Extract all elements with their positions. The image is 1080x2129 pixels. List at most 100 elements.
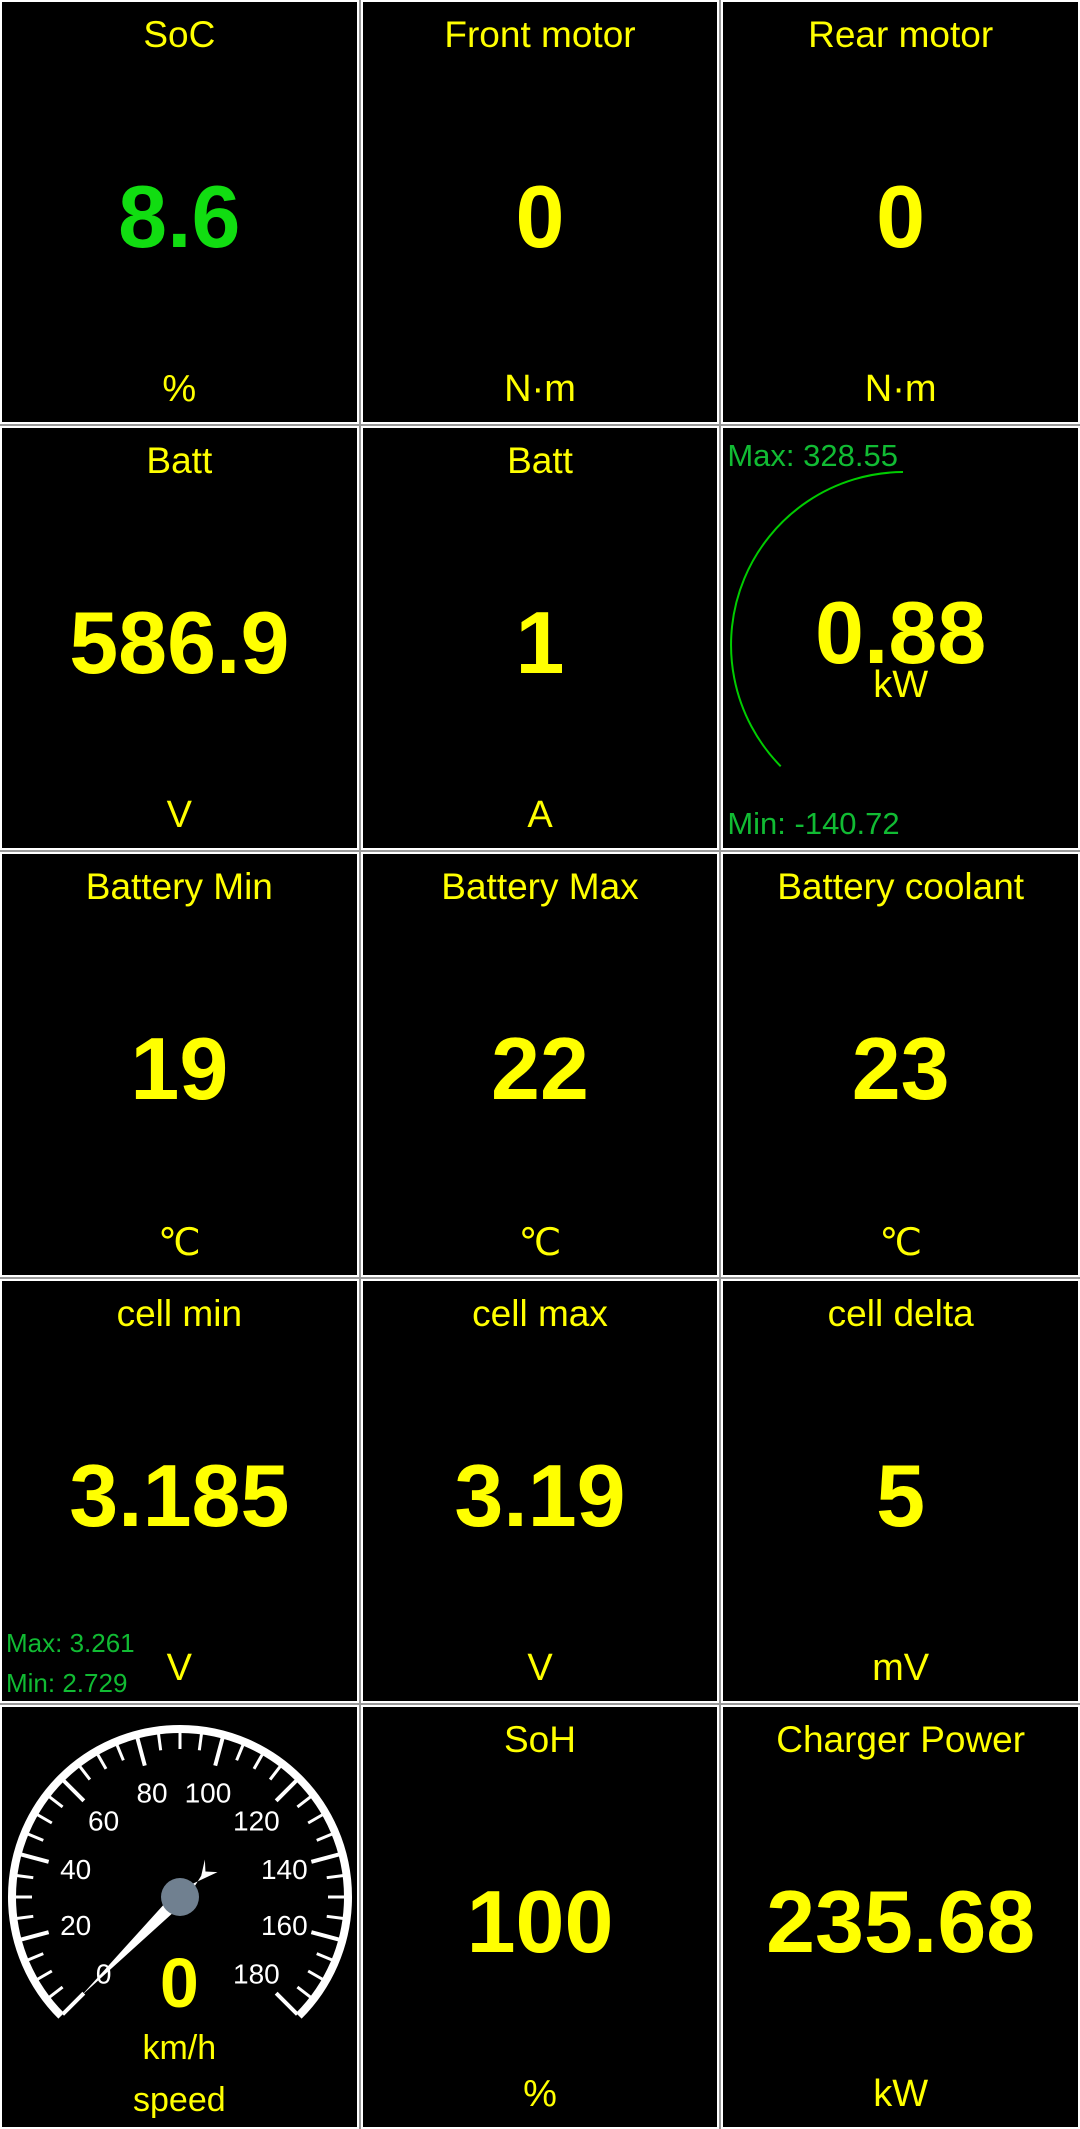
tile-title: Battery Min bbox=[85, 866, 273, 908]
tile-value: 100 bbox=[466, 1871, 614, 1971]
tile-title: Front motor bbox=[444, 14, 636, 55]
gauge-tick bbox=[252, 1752, 265, 1770]
cell-min-tile[interactable]: cell min 3.185 Max: 3.261 Min: 2.729 V bbox=[0, 1278, 359, 1703]
gauge-tick-label: 100 bbox=[185, 1777, 232, 1808]
tile-unit: ℃ bbox=[518, 1222, 562, 1265]
tile-unit: ℃ bbox=[157, 1222, 201, 1265]
charger-power-tile[interactable]: Charger Power 235.68 kW bbox=[721, 1704, 1080, 2129]
front-motor-tile[interactable]: Front motor 0 N·m bbox=[360, 0, 720, 425]
gauge-tick bbox=[296, 1985, 313, 2000]
gauge-tick bbox=[268, 1764, 283, 1781]
gauge-tick bbox=[35, 1812, 53, 1825]
tile-value: 5 bbox=[876, 1445, 926, 1545]
cell-min-min: Min: 2.729 bbox=[6, 1667, 128, 1698]
gauge-tick bbox=[77, 1764, 92, 1781]
tile-value: 3.19 bbox=[454, 1445, 626, 1545]
tile-title: cell max bbox=[472, 1292, 608, 1334]
gauge-tick bbox=[47, 1985, 64, 2000]
gauge-tick bbox=[274, 1778, 299, 1803]
gauge-tick-label: 20 bbox=[60, 1910, 91, 1941]
gauge-tick bbox=[135, 1735, 147, 1766]
speed-unit: km/h bbox=[142, 2028, 217, 2067]
gauge-tick bbox=[326, 1914, 345, 1920]
cell-delta-tile[interactable]: cell delta 5 mV bbox=[721, 1278, 1080, 1703]
speed-value: 0 bbox=[159, 1943, 199, 2022]
tile-title: Batt bbox=[146, 440, 213, 482]
gauge-tick bbox=[310, 1930, 341, 1942]
battery-max-tile[interactable]: Battery Max 22 ℃ bbox=[360, 852, 720, 1277]
power-arc bbox=[730, 471, 904, 768]
gauge-tick-label: 160 bbox=[261, 1910, 308, 1941]
tile-unit: % bbox=[162, 368, 197, 410]
gauge-tick bbox=[296, 1794, 313, 1808]
tile-value: 235.68 bbox=[766, 1871, 1036, 1971]
cell-max-tile[interactable]: cell max 3.19 V bbox=[360, 1278, 720, 1703]
tile-value: 23 bbox=[851, 1019, 950, 1119]
battery-min-tile[interactable]: Battery Min 19 ℃ bbox=[0, 852, 359, 1277]
gauge-tick bbox=[307, 1969, 325, 1982]
batt-voltage-tile[interactable]: Batt 586.9 V bbox=[0, 426, 359, 851]
power-tile[interactable]: Max: 328.55 0.88 kW Min: -140.72 bbox=[721, 426, 1080, 851]
batt-current-tile[interactable]: Batt 1 A bbox=[360, 426, 720, 851]
tile-value: 0.88 bbox=[815, 583, 987, 683]
gauge-tick bbox=[316, 1831, 334, 1842]
tile-value: 3.185 bbox=[69, 1445, 290, 1545]
tile-unit: kW bbox=[873, 2072, 929, 2115]
gauge-tick bbox=[235, 1742, 245, 1761]
gauge-tick bbox=[15, 1914, 34, 1920]
gauge-tick-label: 60 bbox=[88, 1805, 119, 1836]
gauge-tick bbox=[26, 1952, 44, 1962]
tile-value: 22 bbox=[491, 1019, 589, 1119]
tile-value: 586.9 bbox=[69, 593, 290, 693]
soc-tile[interactable]: SoC 8.6 % bbox=[0, 0, 359, 425]
gauge-tick-label: 120 bbox=[233, 1805, 280, 1836]
gauge-tick bbox=[61, 1778, 86, 1803]
gauge-tick bbox=[307, 1812, 325, 1825]
gauge-needle-hub bbox=[161, 1877, 199, 1916]
power-max: Max: 328.55 bbox=[727, 438, 898, 474]
tile-value: 1 bbox=[515, 593, 565, 693]
tile-unit: A bbox=[527, 794, 553, 837]
gauge-rim bbox=[8, 1724, 352, 2019]
tile-title: SoC bbox=[143, 14, 216, 55]
gauge-tick bbox=[26, 1831, 44, 1842]
soh-tile[interactable]: SoH 100 % bbox=[360, 1704, 720, 2129]
gauge-tick bbox=[213, 1735, 225, 1766]
gauge-tick bbox=[61, 1991, 86, 2016]
gauge-tick bbox=[95, 1752, 108, 1770]
battery-coolant-tile[interactable]: Battery coolant 23 ℃ bbox=[721, 852, 1080, 1277]
tile-title: Battery coolant bbox=[777, 866, 1025, 908]
power-arc-gauge bbox=[730, 471, 904, 768]
tile-unit: V bbox=[166, 794, 192, 837]
tile-unit: kW bbox=[873, 664, 929, 707]
rear-motor-tile[interactable]: Rear motor 0 N·m bbox=[721, 0, 1080, 425]
tile-title: Charger Power bbox=[776, 1718, 1026, 1760]
gauge-tick bbox=[115, 1742, 125, 1761]
gauge-tick bbox=[19, 1851, 50, 1864]
tile-value: 0 bbox=[876, 167, 926, 266]
gauge-tick bbox=[310, 1851, 341, 1864]
power-min: Min: -140.72 bbox=[727, 806, 900, 842]
gauge-tick-label: 180 bbox=[233, 1958, 280, 1989]
tile-unit: V bbox=[527, 1646, 553, 1689]
tile-title: cell min bbox=[116, 1292, 243, 1334]
tile-unit: % bbox=[523, 2072, 557, 2115]
tile-title: Rear motor bbox=[808, 14, 994, 55]
speed-title: speed bbox=[133, 2080, 226, 2119]
gauge-tick-label: 40 bbox=[60, 1854, 91, 1885]
gauge-tick bbox=[197, 1732, 204, 1751]
tile-title: SoH bbox=[504, 1718, 576, 1760]
gauge-tick bbox=[156, 1732, 163, 1751]
tile-unit: V bbox=[166, 1646, 192, 1689]
gauge-tick bbox=[47, 1794, 64, 1808]
gauge-tick bbox=[35, 1969, 53, 1982]
tile-unit: ℃ bbox=[879, 1222, 922, 1265]
tile-unit: mV bbox=[872, 1646, 930, 1689]
tile-unit: N·m bbox=[864, 368, 937, 410]
cell-min-max: Max: 3.261 bbox=[6, 1627, 135, 1658]
gauge-tick-label: 140 bbox=[261, 1854, 308, 1885]
gauge-tick bbox=[274, 1991, 299, 2016]
gauge-tick bbox=[19, 1930, 50, 1942]
